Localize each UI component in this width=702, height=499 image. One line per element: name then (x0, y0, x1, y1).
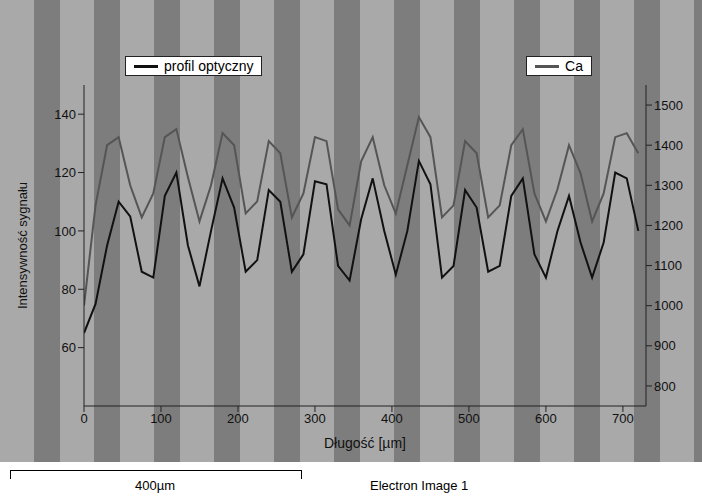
svg-text:60: 60 (62, 340, 76, 355)
svg-text:500: 500 (458, 411, 480, 426)
svg-text:Intensywność sygnału: Intensywność sygnału (15, 182, 30, 309)
svg-text:1000: 1000 (654, 298, 683, 313)
svg-text:600: 600 (535, 411, 557, 426)
svg-text:700: 700 (612, 411, 634, 426)
svg-text:400: 400 (381, 411, 403, 426)
svg-text:120: 120 (54, 165, 76, 180)
svg-text:80: 80 (62, 282, 76, 297)
svg-text:0: 0 (80, 411, 87, 426)
svg-text:800: 800 (654, 379, 676, 394)
svg-text:1300: 1300 (654, 178, 683, 193)
svg-text:100: 100 (54, 224, 76, 239)
html-text:profil optyczny: profil optyczny (164, 58, 254, 74)
svg-text:Długość [µm]: Długość [µm] (324, 435, 406, 451)
html-text:Ca: Ca (565, 58, 583, 74)
html-text:Electron Image 1: Electron Image 1 (370, 478, 469, 493)
svg-text:1400: 1400 (654, 138, 683, 153)
svg-text:900: 900 (654, 338, 676, 353)
svg-text:1100: 1100 (654, 258, 682, 273)
svg-text:100: 100 (150, 411, 172, 426)
svg-text:1200: 1200 (654, 218, 683, 233)
svg-text:1500: 1500 (654, 98, 683, 113)
svg-text:140: 140 (54, 107, 76, 122)
svg-text:200: 200 (227, 411, 249, 426)
html-text:400µm: 400µm (135, 478, 175, 493)
svg-text:300: 300 (304, 411, 326, 426)
